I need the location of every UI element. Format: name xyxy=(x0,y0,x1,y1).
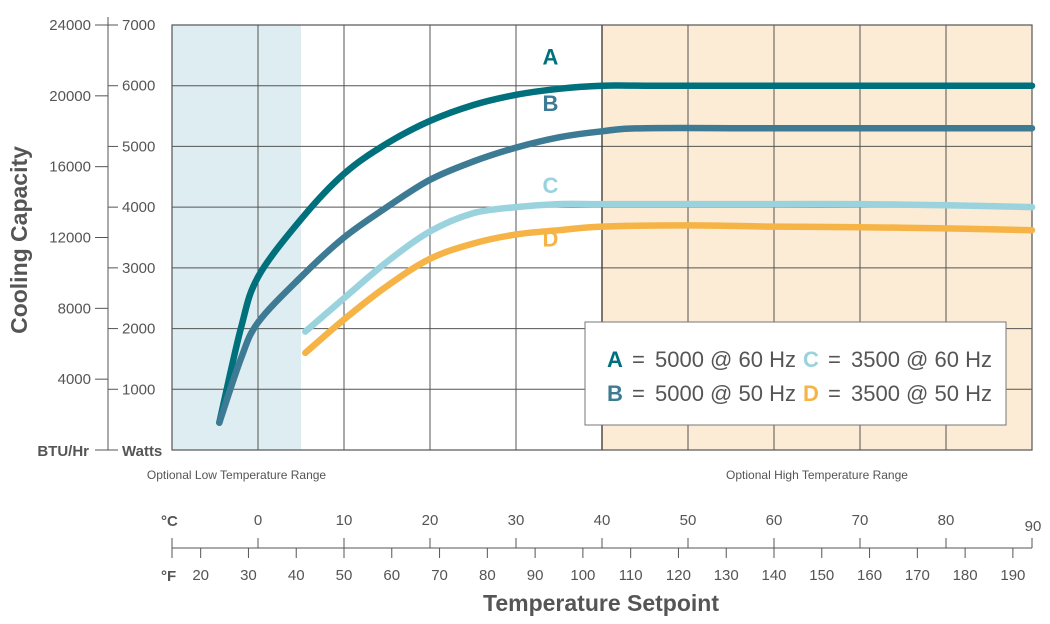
legend-equals-C: = xyxy=(828,347,841,372)
legend-key-C: C xyxy=(803,347,819,372)
series-line-D xyxy=(302,222,1036,357)
btu-tick-label-4000: 4000 xyxy=(58,371,91,388)
series-line-B xyxy=(216,124,1036,426)
btu-tick-label-24000: 24000 xyxy=(49,17,91,34)
btu-tick-label-8000: 8000 xyxy=(58,300,91,317)
fahrenheit-tick-label-50: 50 xyxy=(336,567,353,584)
legend-equals-B: = xyxy=(632,381,645,406)
fahrenheit-tick-label-190: 190 xyxy=(1000,567,1025,584)
series-label-C: C xyxy=(542,173,558,198)
legend-equals-D: = xyxy=(828,381,841,406)
series-line-A xyxy=(216,82,1036,426)
btu-unit-label: BTU/Hr xyxy=(37,443,89,460)
btu-tick-label-20000: 20000 xyxy=(49,88,91,105)
fahrenheit-tick-label-110: 110 xyxy=(619,567,643,584)
celsius-unit-label: °C xyxy=(161,513,178,530)
fahrenheit-tick-label-60: 60 xyxy=(383,567,400,584)
fahrenheit-tick-label-160: 160 xyxy=(857,567,882,584)
series-labels: AB C D xyxy=(542,44,558,251)
celsius-tick-label-20: 20 xyxy=(422,512,439,529)
watts-tick-label-1000: 1000 xyxy=(122,381,155,398)
fahrenheit-tick-label-100: 100 xyxy=(570,567,595,584)
watts-tick-label-6000: 6000 xyxy=(122,78,155,95)
watts-tick-label-7000: 7000 xyxy=(122,17,155,34)
legend-label-A: 5000 @ 60 Hz xyxy=(655,347,796,372)
celsius-tick-label-60: 60 xyxy=(766,512,783,529)
y-axis-title: Cooling Capacity xyxy=(6,146,32,334)
watts-tick-label-3000: 3000 xyxy=(122,260,155,277)
fahrenheit-tick-label-130: 130 xyxy=(714,567,739,584)
shaded-region-0 xyxy=(172,25,301,450)
btu-tick-label-16000: 16000 xyxy=(49,159,91,176)
y-axes: 1000 2000 3000 4000 5000 6000 7000 4000 8000 1200… xyxy=(49,17,155,451)
watts-unit-label: Watts xyxy=(122,443,162,460)
legend-label-D: 3500 @ 50 Hz xyxy=(851,381,992,406)
celsius-tick-label-10: 10 xyxy=(336,512,353,529)
fahrenheit-tick-label-170: 170 xyxy=(905,567,930,584)
legend-equals-A: = xyxy=(632,347,645,372)
watts-tick-label-5000: 5000 xyxy=(122,138,155,155)
x-axis-title: Temperature Setpoint xyxy=(483,590,719,616)
celsius-tick-label-70: 70 xyxy=(852,512,869,529)
series-label-B: B xyxy=(542,91,558,116)
watts-tick-label-4000: 4000 xyxy=(122,199,155,216)
legend-key-A: A xyxy=(607,347,623,372)
fahrenheit-tick-label-30: 30 xyxy=(240,567,257,584)
plot-frame xyxy=(171,24,1033,451)
legend-key-B: B xyxy=(607,381,623,406)
legend-box xyxy=(584,321,1007,426)
fahrenheit-unit-label: °F xyxy=(161,568,176,585)
fahrenheit-tick-label-20: 20 xyxy=(192,567,209,584)
fahrenheit-tick-label-180: 180 xyxy=(953,567,978,584)
legend-label-B: 5000 @ 50 Hz xyxy=(655,381,796,406)
series-lines xyxy=(216,82,1036,426)
celsius-tick-label-90: 90 xyxy=(1025,518,1042,535)
legend-label-C: 3500 @ 60 Hz xyxy=(851,347,992,372)
series-label-A: A xyxy=(542,44,558,69)
celsius-tick-label-0: 0 xyxy=(254,512,262,529)
shaded-region-label-1: Optional High Temperature Range xyxy=(726,468,908,482)
celsius-tick-label-30: 30 xyxy=(508,512,525,529)
series-label-D: D xyxy=(542,227,558,252)
fahrenheit-tick-label-70: 70 xyxy=(431,567,448,584)
legend: A = 5000 @ 60 Hz B = 5000 @ 50 Hz C = 3500 @ 60 … xyxy=(584,321,1007,426)
x-axes: 0 10 20 30 40 50 60 70 80 90 20 30 40 50 60 70 80 90 100 11… xyxy=(171,512,1042,584)
legend-key-D: D xyxy=(803,381,819,406)
plot-border xyxy=(171,24,1033,451)
celsius-tick-label-40: 40 xyxy=(594,512,611,529)
celsius-tick-label-80: 80 xyxy=(938,512,955,529)
btu-tick-label-12000: 12000 xyxy=(49,230,91,247)
fahrenheit-tick-label-150: 150 xyxy=(809,567,834,584)
fahrenheit-tick-label-80: 80 xyxy=(479,567,496,584)
shaded-region-label-0: Optional Low Temperature Range xyxy=(147,468,327,482)
fahrenheit-tick-label-140: 140 xyxy=(761,567,786,584)
fahrenheit-tick-label-90: 90 xyxy=(527,567,544,584)
fahrenheit-tick-label-120: 120 xyxy=(666,567,691,584)
series-line-C xyxy=(302,200,1036,335)
watts-tick-label-2000: 2000 xyxy=(122,321,155,338)
fahrenheit-tick-label-40: 40 xyxy=(288,567,305,584)
celsius-tick-label-50: 50 xyxy=(680,512,697,529)
